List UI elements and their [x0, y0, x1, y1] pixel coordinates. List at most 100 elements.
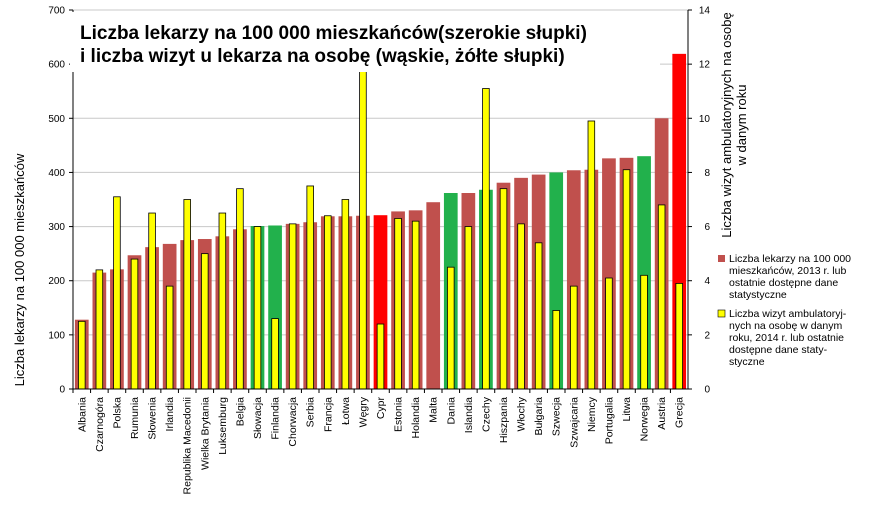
category-label: Austria: [656, 397, 668, 430]
bar-visits: [95, 269, 104, 390]
left-tick-label: 0: [59, 385, 65, 396]
chart-title-line1: Liczba lekarzy na 100 000 mieszkańców(sz…: [80, 23, 587, 44]
category-label: Polska: [111, 397, 123, 429]
bar-visits: [622, 169, 631, 390]
bar-visits: [341, 199, 350, 390]
bar-visits: [570, 285, 578, 390]
bar-visits: [113, 196, 121, 390]
legend-label-doctors: Liczba lekarzy na 100 000 mieszkańców, 2…: [729, 253, 854, 301]
category-label: Estonia: [393, 397, 405, 432]
category-label: Holandia: [410, 397, 422, 439]
left-tick-label: 100: [48, 330, 65, 341]
category-label: Finlandia: [270, 397, 282, 440]
bar-visits: [288, 223, 297, 390]
bar-visits: [165, 285, 174, 390]
category-label: Słowacja: [252, 397, 264, 439]
category-label: Portugalia: [603, 397, 615, 444]
bar-visits: [130, 258, 139, 390]
title-backdrop: [70, 12, 660, 72]
category-label: Serbia: [305, 397, 317, 428]
left-axis-label: Liczba lekarzy na 100 000 mieszkańców: [12, 153, 27, 386]
right-tick-label: 6: [704, 222, 710, 233]
bar-visits: [376, 323, 385, 390]
category-labels: Albania Czarnogóra Polska Rumunia Słowenia Ir…: [76, 396, 685, 494]
left-axis-ticks: 0 100 200 300 400 500 600 700: [48, 6, 73, 396]
category-label: Włochy: [516, 396, 528, 431]
right-tick-label: 0: [704, 385, 710, 396]
left-tick-label: 200: [48, 276, 65, 287]
right-tick-label: 14: [699, 6, 711, 17]
legend-swatch-doctors: [718, 255, 725, 262]
category-label: Szwajcaria: [568, 397, 580, 448]
bar-visits: [253, 226, 262, 390]
bar-visits: [447, 266, 455, 390]
category-label: Łotwa: [340, 397, 352, 425]
left-tick-label: 300: [48, 222, 65, 233]
category-label: Niemcy: [586, 396, 598, 432]
category-label: Chorwacja: [287, 397, 299, 447]
bar-visits: [482, 88, 490, 390]
category-label: Republika Macedonii: [182, 397, 194, 494]
category-label: Czechy: [480, 396, 492, 432]
bar-visits: [640, 274, 648, 390]
bar-visits: [236, 188, 244, 390]
axes: [72, 10, 689, 393]
bar-doctors: [426, 202, 441, 389]
right-tick-label: 2: [704, 330, 710, 341]
bar-visits: [394, 218, 402, 390]
bars: [74, 53, 687, 390]
category-label: Cypr: [375, 396, 387, 419]
category-label: Albania: [76, 397, 88, 432]
bar-visits: [587, 120, 596, 390]
legend: Liczba lekarzy na 100 000 mieszkańców, 2…: [717, 253, 854, 368]
category-label: Malta: [428, 397, 440, 423]
bar-visits: [411, 220, 420, 390]
category-label: Rumunia: [129, 397, 141, 439]
category-label: Dania: [445, 397, 457, 425]
left-tick-label: 500: [48, 114, 65, 125]
legend-label-visits: Liczba wizyt ambulatoryj- nych na osobę …: [729, 308, 849, 368]
right-tick-label: 10: [699, 114, 711, 125]
bar-visits: [657, 204, 666, 390]
bar-visits: [148, 212, 156, 390]
right-axis-ticks: 0 2 4 6 8 10 12 14: [688, 6, 710, 396]
bar-visits: [201, 253, 209, 390]
category-label: Litwa: [621, 397, 633, 422]
bar-visits: [517, 223, 525, 390]
bar-visits: [324, 215, 332, 390]
bar-visits: [605, 277, 613, 390]
category-label: Szwecja: [551, 397, 563, 436]
category-label: Belgia: [234, 397, 246, 426]
bar-visits: [183, 199, 191, 390]
bar-visits: [306, 185, 314, 390]
right-axis-label-line1: Liczba wizyt ambulatoryjnych na osobę: [719, 12, 734, 237]
left-tick-label: 400: [48, 168, 65, 179]
right-tick-label: 12: [699, 60, 711, 71]
bar-visits: [464, 226, 473, 390]
bar-visits: [218, 212, 227, 390]
bar-visits: [499, 188, 508, 390]
right-axis-label-line2: w danym roku: [734, 85, 749, 167]
bar-visits: [271, 318, 279, 390]
category-label: Grecja: [674, 397, 686, 428]
category-label: Czarnogóra: [94, 397, 106, 452]
legend-swatch-visits: [717, 309, 726, 318]
category-label: Węgry: [357, 396, 369, 427]
category-label: Norwegia: [639, 397, 651, 442]
category-label: Bułgaria: [533, 397, 545, 436]
right-tick-label: 8: [704, 168, 710, 179]
left-tick-label: 600: [48, 60, 65, 71]
category-label: Islandia: [463, 397, 475, 433]
category-label: Irlandia: [164, 397, 176, 432]
category-label: Hiszpania: [498, 397, 510, 443]
category-label: Francja: [322, 397, 334, 432]
right-tick-label: 4: [704, 276, 710, 287]
bar-visits: [552, 310, 560, 390]
category-label: Luksemburg: [217, 397, 229, 455]
bar-visits: [534, 242, 543, 390]
category-label: Słowenia: [147, 397, 159, 440]
category-label: Wielka Brytania: [199, 397, 211, 470]
bar-visits: [78, 320, 86, 390]
chart-title-line2: i liczba wizyt u lekarza na osobę (wąski…: [80, 46, 565, 67]
